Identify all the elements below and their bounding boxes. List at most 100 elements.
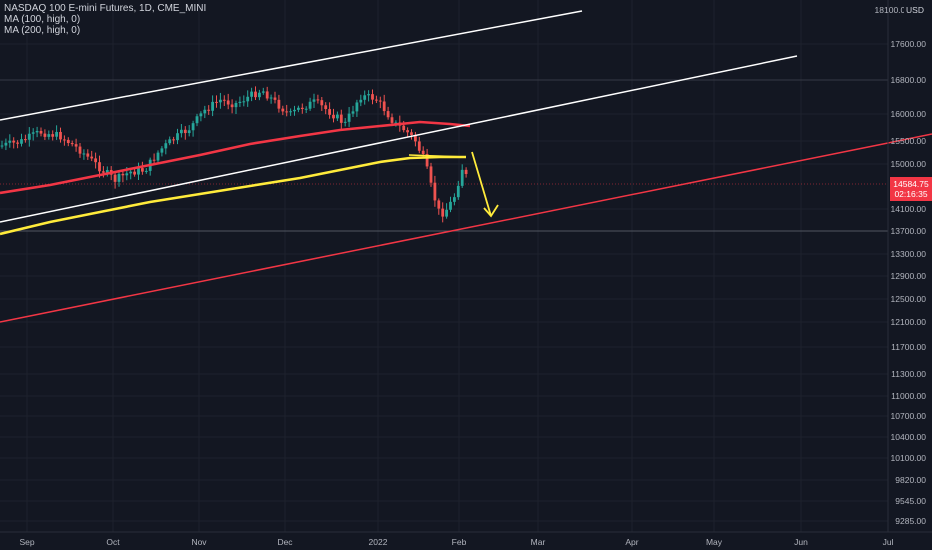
candle-body (261, 91, 265, 93)
candle-body (445, 209, 448, 217)
candle-body (382, 101, 386, 112)
price-scale-label: 12500.00 (890, 294, 926, 304)
time-scale-label: Apr (625, 537, 639, 547)
candle-body (300, 107, 304, 110)
time-scale-label: Dec (277, 537, 293, 547)
candle-body (12, 140, 16, 143)
candle-body (332, 114, 335, 119)
candle-body (4, 142, 8, 146)
candle-body (176, 133, 179, 141)
candle-body (414, 134, 417, 142)
candle-body (203, 109, 207, 114)
channel-lower-line[interactable] (0, 55, 798, 223)
candle-body (137, 168, 140, 175)
candle-body (375, 99, 378, 101)
ma200-line (0, 155, 466, 236)
candle-body (125, 173, 129, 176)
candle-body (16, 142, 19, 144)
channel-upper-line[interactable] (0, 10, 583, 121)
candle-body (187, 130, 191, 134)
candle-body (441, 208, 445, 217)
candle-body (297, 107, 300, 110)
price-scale-label: 14100.00 (890, 204, 926, 214)
candle-body (460, 169, 464, 186)
candle-body (281, 108, 285, 112)
candle-body (316, 99, 320, 101)
candle-body (156, 152, 160, 161)
price-scale-label: 12100.00 (890, 317, 926, 327)
candle-body (304, 108, 308, 110)
arrow-path-down[interactable] (471, 151, 492, 217)
price-scale-label: 9820.00 (895, 475, 926, 485)
candle-body (269, 97, 273, 99)
time-scale-label: Sep (19, 537, 35, 547)
candle-body (39, 130, 43, 134)
candle-body (70, 143, 74, 145)
candle-body (55, 131, 58, 137)
price-scale-label: 17600.00 (890, 39, 926, 49)
time-scale-label: Jun (794, 537, 808, 547)
candle-body (160, 148, 164, 153)
symbol-title[interactable]: NASDAQ 100 E-mini Futures, 1D, CME_MINI (4, 3, 207, 14)
candle-body (168, 139, 172, 144)
candle-body (425, 154, 429, 167)
candle-body (121, 173, 125, 176)
time-scale-label: Mar (530, 537, 546, 547)
candle-body (421, 150, 425, 155)
candle-body (246, 96, 250, 102)
candle-body (0, 145, 4, 147)
candle-body (277, 99, 281, 109)
candle-body (390, 117, 394, 123)
candle-body (172, 139, 175, 141)
price-scale-label: 16800.00 (890, 75, 926, 85)
candle-body (336, 114, 339, 119)
candle-body (86, 153, 90, 157)
candle-body (258, 92, 261, 98)
candle-body (133, 171, 136, 175)
price-scale-label: 9545.00 (895, 496, 926, 506)
candle-body (359, 99, 363, 103)
time-scale-label: Jul (882, 537, 894, 547)
candle-body (351, 111, 355, 114)
candle-body (141, 168, 144, 172)
candle-body (43, 133, 47, 137)
candle-body (82, 153, 86, 155)
candle-body (20, 139, 23, 144)
candle-body (254, 91, 257, 98)
candle-body (320, 100, 324, 106)
price-scale-label: 11000.00 (891, 391, 926, 401)
candle-body (417, 141, 421, 151)
candle-body (8, 140, 12, 143)
candle-body (183, 129, 187, 134)
ma100-line (0, 120, 471, 195)
candle-body (230, 104, 234, 108)
candle-body (180, 129, 183, 134)
candle-body (285, 111, 289, 113)
bar-countdown: 02:16:35 (894, 189, 928, 199)
price-scale-label: 9285.00 (895, 516, 926, 526)
candle-body (289, 111, 292, 113)
arrow-path-flat[interactable] (408, 154, 467, 158)
candle-body (47, 134, 51, 137)
candle-body (59, 131, 62, 140)
currency-label[interactable]: USD (904, 5, 926, 15)
time-scale-label: May (705, 537, 723, 547)
current-price-value: 14584.75 (893, 179, 929, 189)
ma100-legend[interactable]: MA (100, high, 0) (4, 14, 81, 25)
chart-legend: NASDAQ 100 E-mini Futures, 1D, CME_MINI … (4, 3, 206, 36)
candle-body (74, 144, 78, 147)
candle-body (324, 105, 328, 110)
candle-body (199, 113, 203, 117)
candle-body (164, 143, 168, 149)
candle-body (433, 182, 437, 201)
support-trend-line[interactable] (0, 142, 889, 323)
ma200-legend[interactable]: MA (200, high, 0) (4, 25, 81, 36)
candle-body (24, 139, 27, 141)
candle-body (78, 146, 82, 154)
price-scale-label: 16000.00 (890, 109, 926, 119)
candle-body (152, 159, 156, 161)
price-scale-label: 10400.00 (890, 432, 926, 442)
price-scale-label: 11300.00 (891, 369, 926, 379)
price-scale-top-label: 18100.00 (874, 5, 910, 15)
